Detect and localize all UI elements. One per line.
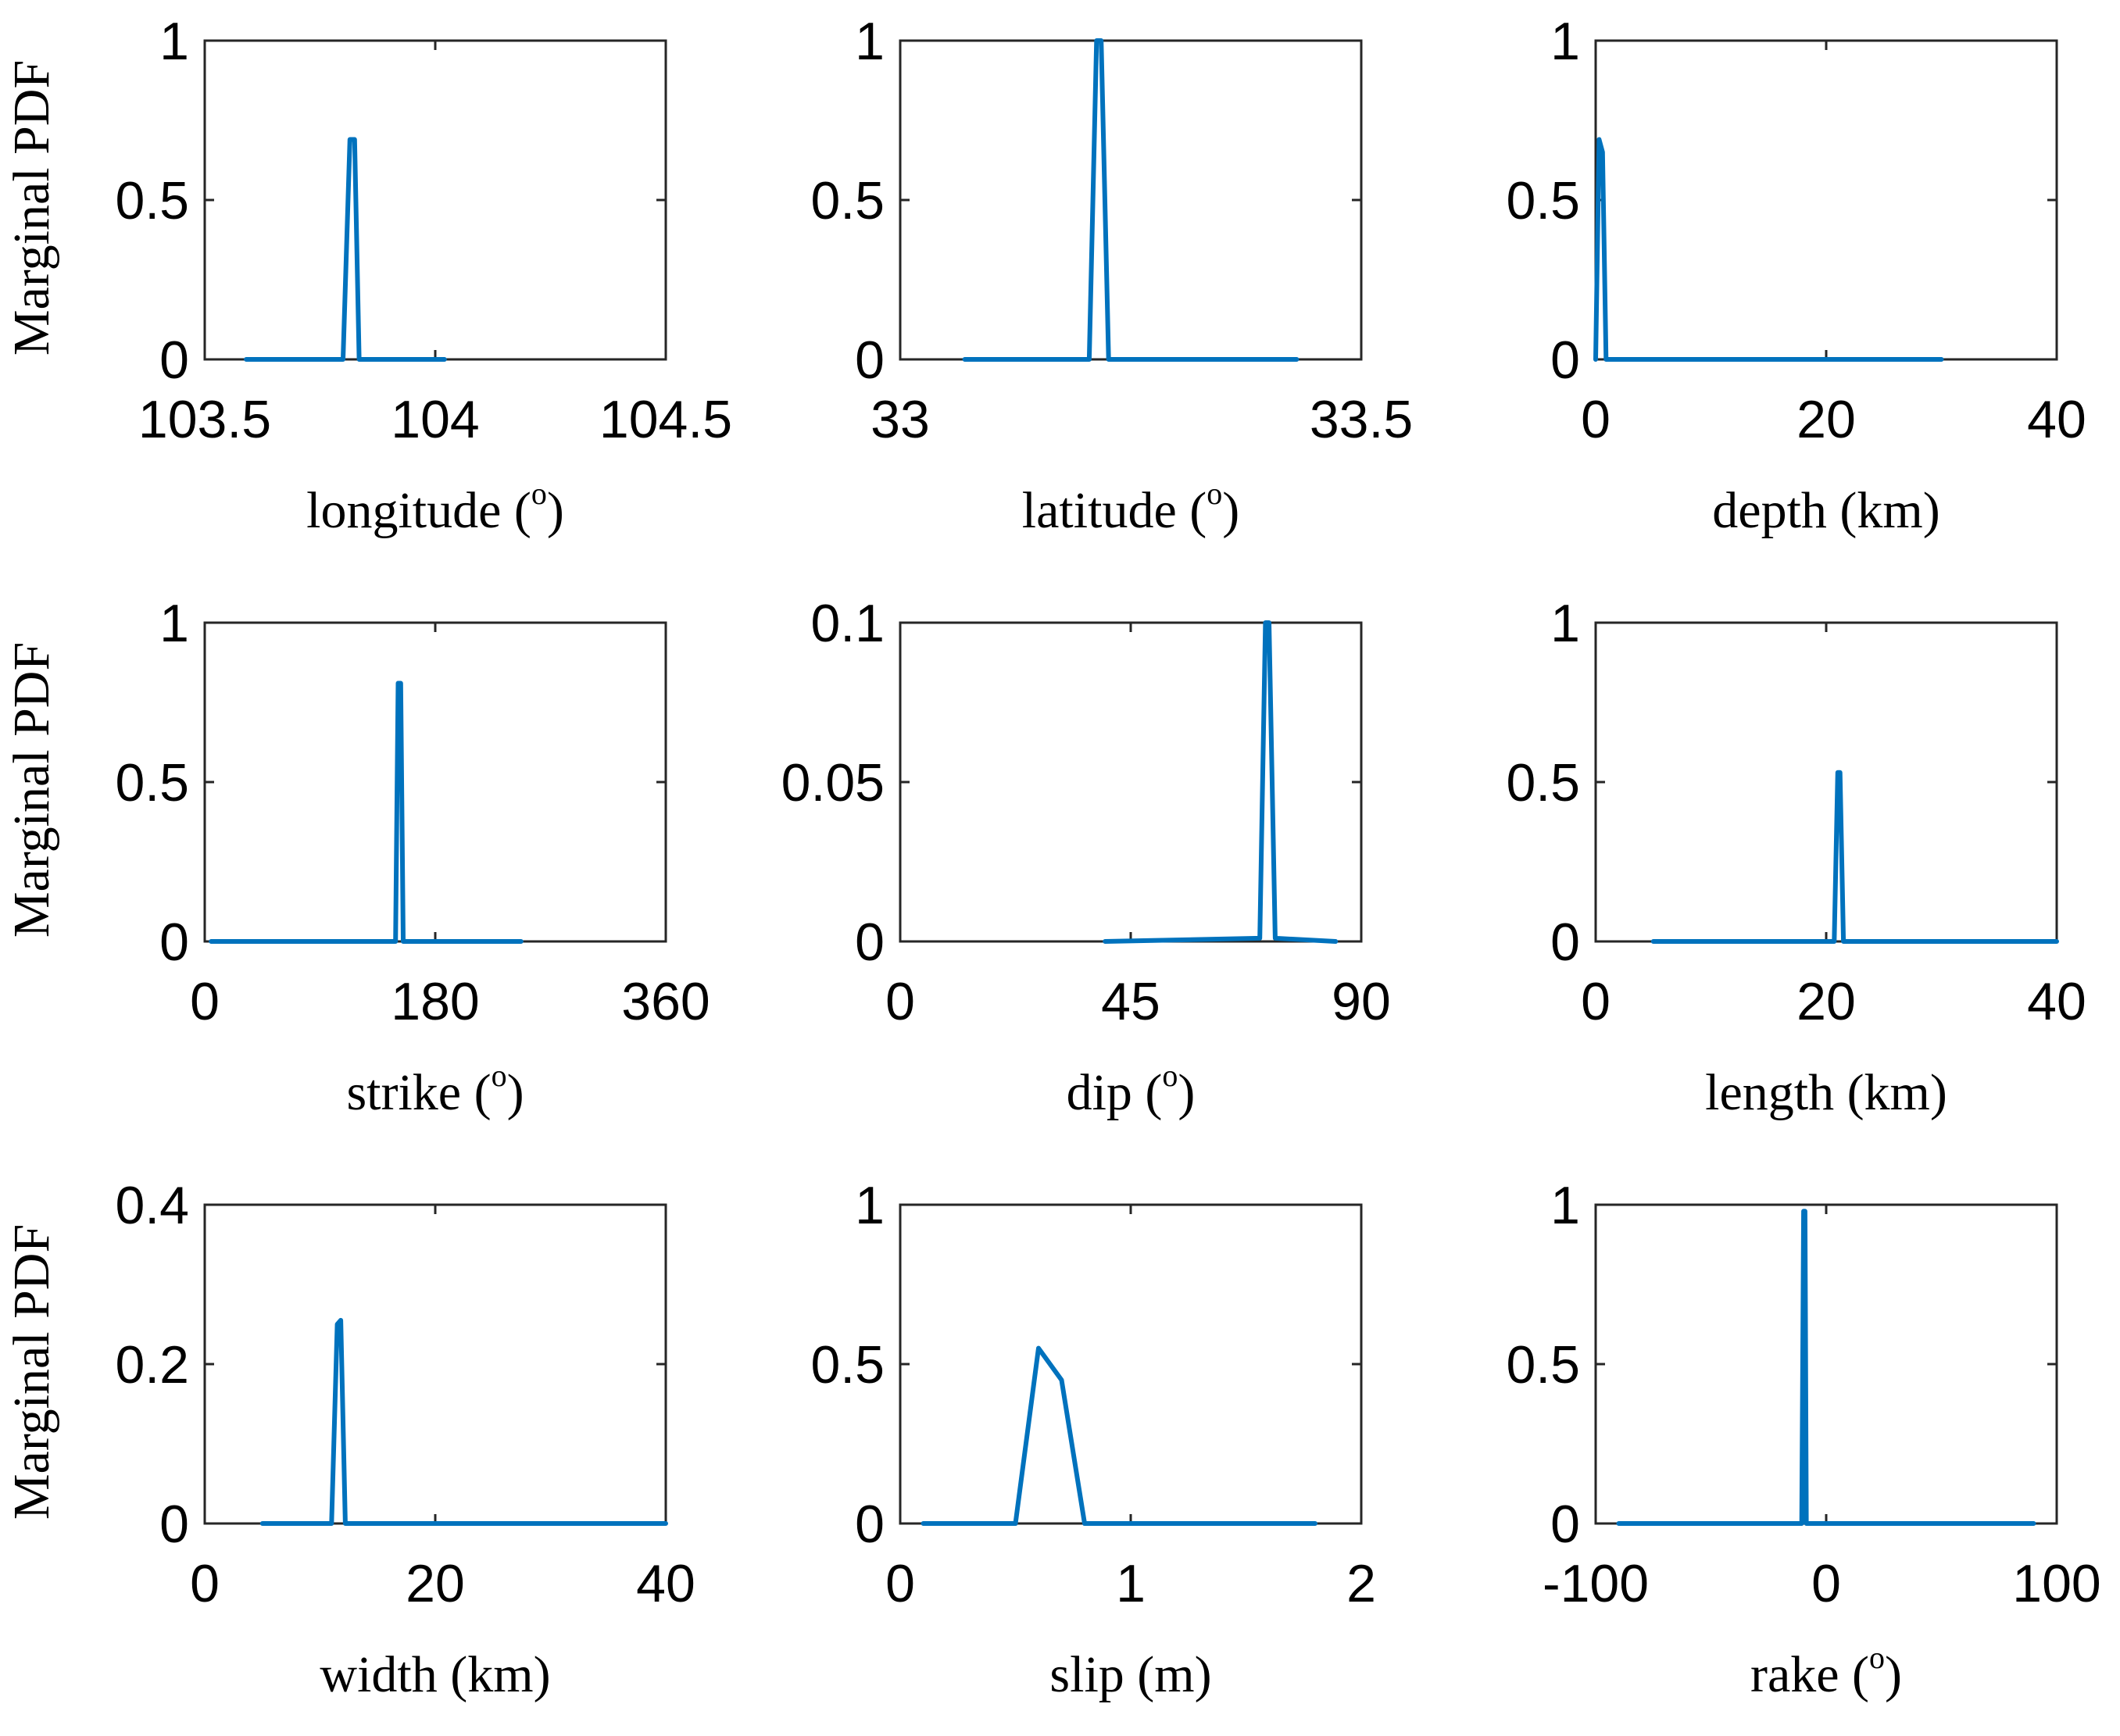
axes-frame	[1594, 39, 2058, 361]
x-tick-label: 33.5	[1310, 390, 1413, 449]
y-tick-label: 0	[855, 913, 885, 972]
y-tick-label: 1	[1550, 594, 1580, 653]
y-tick-label: 0	[159, 913, 189, 972]
x-tick-label: 0	[885, 1554, 915, 1613]
pdf-line	[962, 38, 1300, 362]
y-tick-label: 0	[1550, 330, 1580, 390]
pdf-line	[244, 137, 447, 362]
y-tick-label: 0	[1550, 913, 1580, 972]
y-axis-label: Marginal PDF	[3, 642, 60, 938]
x-tick-label: 20	[1796, 972, 1856, 1031]
y-tick-label: 0.2	[115, 1335, 189, 1395]
x-tick-label: 90	[1332, 972, 1391, 1031]
x-tick-label: 0	[1811, 1554, 1841, 1613]
axes-frame	[1594, 621, 2058, 943]
pdf-line	[1593, 137, 1944, 362]
y-tick-label: 0.05	[781, 753, 885, 813]
axes-frame	[899, 621, 1363, 943]
y-tick-label: 1	[159, 12, 189, 71]
subplot-8: 0 1 2 0 0.5 1 slip (m)	[810, 1176, 1375, 1703]
y-tick-label: 0.1	[810, 594, 885, 653]
y-tick-label: 0.5	[810, 1335, 885, 1395]
x-tick-label: 0	[190, 972, 220, 1031]
x-tick-label: 180	[391, 972, 479, 1031]
y-tick-label: 0	[159, 1495, 189, 1554]
subplot-1: 103.5 104 104.5 0 0.5 1 longitude (o) Marginal …	[3, 12, 732, 539]
x-tick-label: 100	[2012, 1554, 2100, 1613]
y-tick-label: 0.5	[1506, 171, 1580, 230]
y-tick-label: 0.5	[115, 753, 189, 813]
x-axis-label: latitude (o)	[1022, 476, 1239, 539]
x-axis-label: depth (km)	[1712, 482, 1939, 539]
subplot-6: 0 20 40 0 0.5 1 length (km)	[1506, 594, 2086, 1121]
pdf-line	[259, 1317, 668, 1526]
y-tick-label: 0	[855, 1495, 885, 1554]
x-tick-label: 0	[1581, 390, 1611, 449]
pdf-line	[209, 680, 524, 944]
y-tick-label: 0.4	[115, 1176, 189, 1235]
pdf-line	[921, 1345, 1317, 1526]
pdf-line	[1616, 1209, 2036, 1526]
y-tick-label: 0.5	[1506, 753, 1580, 813]
y-tick-label: 0	[1550, 1495, 1580, 1554]
x-tick-label: 20	[406, 1554, 465, 1613]
x-tick-label: 104	[391, 390, 479, 449]
x-tick-label: -100	[1543, 1554, 1649, 1613]
x-tick-label: 40	[2027, 390, 2086, 449]
subplot-2: 33 33.5 0 0.5 1 latitude (o)	[810, 12, 1413, 539]
x-tick-label: 40	[636, 1554, 695, 1613]
y-tick-label: 0	[855, 330, 885, 390]
x-axis-label: length (km)	[1705, 1064, 1947, 1121]
x-tick-label: 360	[621, 972, 710, 1031]
x-axis-label: width (km)	[320, 1646, 550, 1703]
y-tick-label: 1	[855, 1176, 885, 1235]
axes-frame	[203, 621, 667, 943]
x-tick-label: 33	[871, 390, 930, 449]
axes-frame	[203, 39, 667, 361]
x-tick-label: 103.5	[138, 390, 271, 449]
x-axis-label: rake (o)	[1750, 1640, 1902, 1703]
x-tick-label: 104.5	[599, 390, 732, 449]
subplot-3: 0 20 40 0 0.5 1 depth (km)	[1506, 12, 2086, 539]
y-tick-label: 0.5	[1506, 1335, 1580, 1395]
x-tick-label: 40	[2027, 972, 2086, 1031]
x-tick-label: 0	[1581, 972, 1611, 1031]
subplot-5: 0 45 90 0 0.05 0.1 dip (o)	[781, 594, 1391, 1121]
x-tick-label: 0	[190, 1554, 220, 1613]
subplot-4: 0 180 360 0 0.5 1 strike (o) Marginal PDF	[3, 594, 710, 1121]
y-tick-label: 1	[1550, 1176, 1580, 1235]
y-tick-label: 0	[159, 330, 189, 390]
y-tick-label: 0.5	[115, 171, 189, 230]
x-axis-label: dip (o)	[1067, 1058, 1196, 1121]
x-tick-label: 20	[1796, 390, 1856, 449]
x-axis-label: slip (m)	[1049, 1646, 1211, 1703]
x-tick-label: 1	[1116, 1554, 1146, 1613]
x-tick-label: 45	[1101, 972, 1160, 1031]
subplot-7: 0 20 40 0 0.2 0.4 width (km) Marginal PDF	[3, 1176, 695, 1703]
y-axis-label: Marginal PDF	[3, 60, 60, 355]
x-tick-label: 2	[1346, 1554, 1376, 1613]
x-axis-label: longitude (o)	[306, 476, 564, 539]
axes-frame	[1594, 1203, 2058, 1525]
pdf-line	[1650, 770, 2059, 944]
y-tick-label: 1	[1550, 12, 1580, 71]
y-axis-label: Marginal PDF	[3, 1224, 60, 1520]
y-tick-label: 0.5	[810, 171, 885, 230]
y-tick-label: 1	[855, 12, 885, 71]
y-tick-label: 1	[159, 594, 189, 653]
axes-frame	[203, 1203, 667, 1525]
x-axis-label: strike (o)	[346, 1058, 524, 1121]
pdf-line	[1103, 620, 1339, 944]
axes-frame	[899, 1203, 1363, 1525]
axes-frame	[899, 39, 1363, 361]
x-tick-label: 0	[885, 972, 915, 1031]
